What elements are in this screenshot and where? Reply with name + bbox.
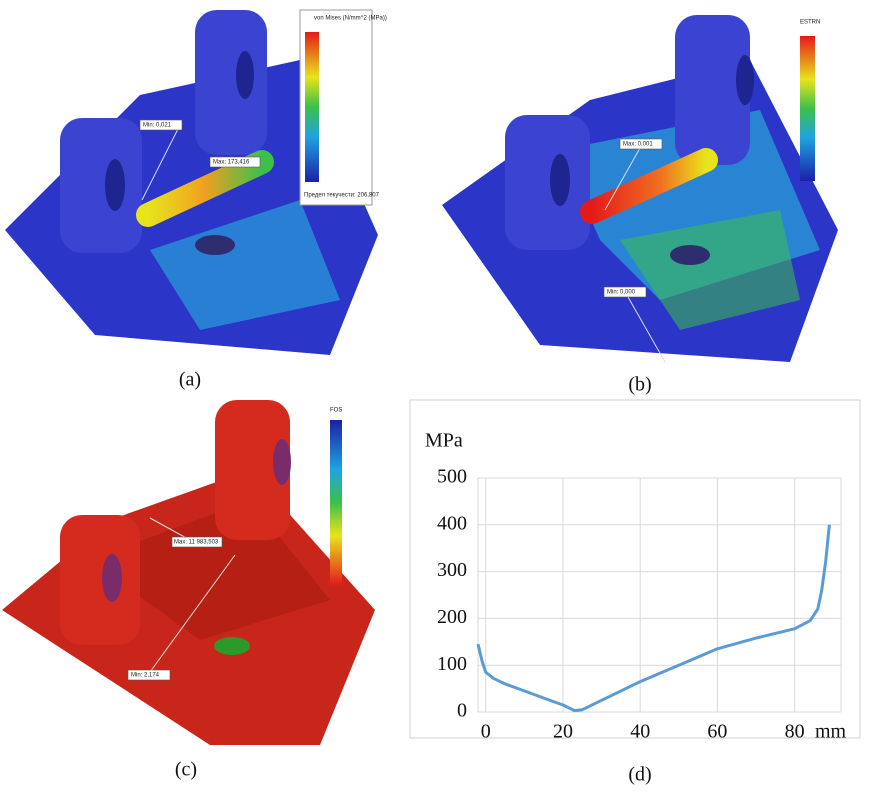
left-lug (505, 115, 590, 250)
legend-title: ESTRN (800, 20, 820, 26)
min-label: Min: 2,174 (131, 673, 160, 679)
y-axis-label: MPa (425, 430, 463, 452)
legend-title: von Mises (N/mm^2 (MPa)) (314, 16, 387, 22)
left-lug (60, 515, 140, 645)
figure: von Mises (N/mm^2 (MPa)) Предел текучест… (0, 0, 871, 796)
lug-hole (102, 554, 122, 602)
legend-bar (800, 36, 815, 181)
max-label: Max: 0,001 (623, 142, 653, 148)
y-tick-label: 200 (437, 606, 467, 628)
lug-hole (736, 55, 754, 105)
legend-note: Предел текучести: 206,807 (304, 193, 380, 199)
y-tick-label: 300 (437, 559, 467, 581)
hole (195, 235, 235, 255)
x-tick-label: 20 (553, 721, 573, 743)
left-lug (60, 118, 142, 253)
y-tick-label: 100 (437, 653, 467, 675)
panel-b: ESTRN Max: 0,001 Min: 0,000 (b) (442, 15, 838, 396)
x-tick-label: 80 (785, 721, 805, 743)
x-tick-label: 60 (707, 721, 727, 743)
lug-hole (550, 154, 570, 206)
legend-bar (330, 420, 342, 585)
panel-c: FOS Max: 11 983,503 Min: 2,174 (c) (2, 400, 375, 781)
max-label: Max: 173,416 (213, 160, 250, 166)
panel-a: von Mises (N/mm^2 (MPa)) Предел текучест… (5, 10, 387, 391)
panel-d: MPa (d) 0 100 200 300 400 500 0 20 40 60 80 mm (410, 400, 860, 786)
min-label: Min: 0,000 (607, 290, 636, 296)
caption: (c) (175, 759, 197, 781)
caption: (d) (628, 764, 651, 786)
caption: (a) (179, 369, 201, 391)
hole (670, 245, 710, 265)
lug-hole (105, 159, 125, 211)
x-tick-label: 40 (630, 721, 650, 743)
y-tick-label: 400 (437, 512, 467, 534)
hole (214, 637, 250, 655)
y-tick-label: 0 (457, 700, 467, 722)
lug-hole (236, 51, 254, 99)
x-axis-label: mm (815, 721, 847, 743)
right-lug (195, 10, 267, 155)
y-tick-label: 500 (437, 466, 467, 488)
legend-title: FOS (330, 408, 342, 414)
x-tick-label: 0 (481, 721, 491, 743)
min-label: Min: 0,021 (143, 123, 172, 129)
max-label: Max: 11 983,503 (174, 540, 219, 546)
caption: (b) (628, 374, 651, 396)
legend-bar (305, 32, 319, 182)
lug-hole (273, 439, 291, 485)
